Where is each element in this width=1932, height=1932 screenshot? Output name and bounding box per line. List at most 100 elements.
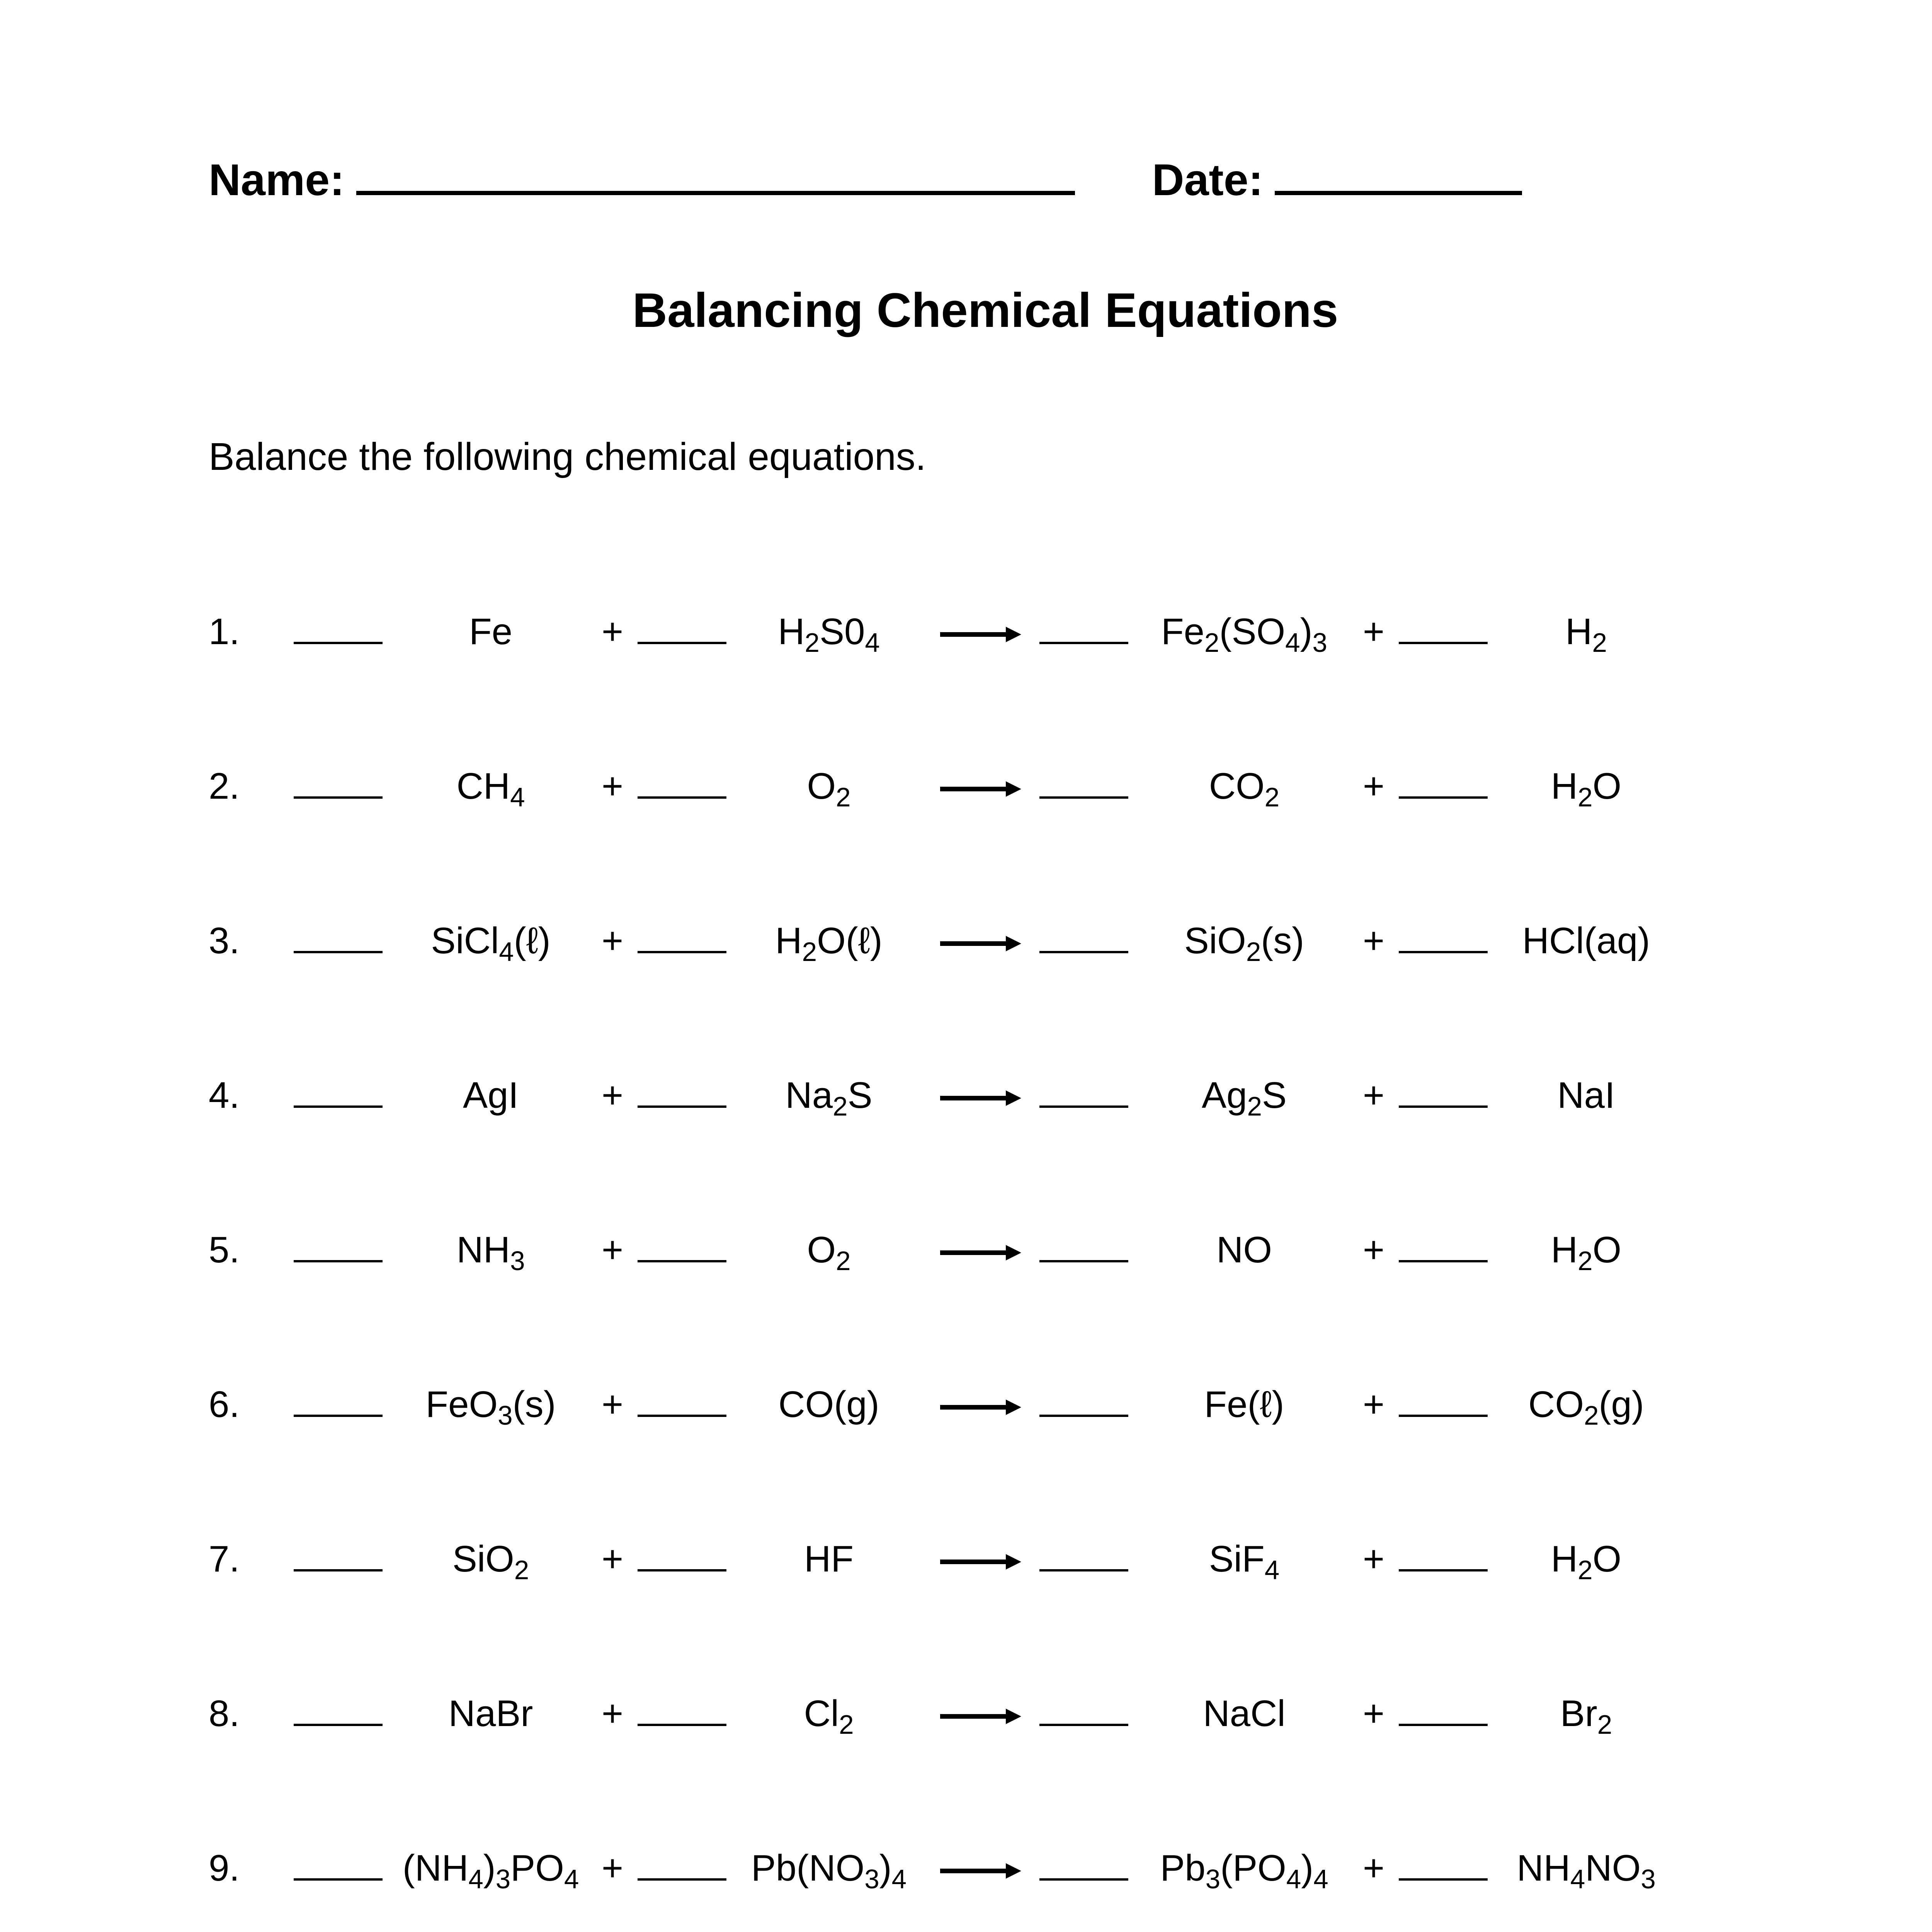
coefficient-blank[interactable] [1399,920,1499,962]
coefficient-blank[interactable] [1039,611,1140,653]
plus-symbol: + [1349,611,1399,653]
plus-symbol: + [587,611,638,653]
reactant-2: O2 [738,1229,920,1271]
equation-number: 1. [209,611,294,653]
coefficient-blank[interactable] [638,765,738,808]
product-1: Fe2(SO4)3 [1140,611,1349,653]
coefficient-blank[interactable] [1399,1229,1499,1271]
coefficient-blank[interactable] [294,1074,394,1117]
coefficient-blank[interactable] [294,1692,394,1735]
reactant-1: SiCl4(ℓ) [394,920,587,962]
coefficient-blank[interactable] [294,765,394,808]
reactant-2: Cl2 [738,1692,920,1735]
equation-number: 5. [209,1229,294,1271]
coefficient-blank[interactable] [1039,1538,1140,1580]
product-2: NH4NO3 [1499,1847,1673,1889]
coefficient-blank[interactable] [638,920,738,962]
product-1: NaCl [1140,1692,1349,1735]
equation-number: 3. [209,920,294,962]
reactant-1: AgI [394,1074,587,1117]
coefficient-blank[interactable] [294,920,394,962]
coefficient-blank[interactable] [1399,1383,1499,1426]
equation-number: 2. [209,765,294,808]
equation-number: 4. [209,1074,294,1117]
reaction-arrow-icon [920,765,1039,808]
coefficient-blank[interactable] [1039,920,1140,962]
reactant-1: NaBr [394,1692,587,1735]
plus-symbol: + [587,1538,638,1580]
coefficient-blank[interactable] [1399,1074,1499,1117]
reactant-1: (NH4)3PO4 [394,1847,587,1889]
product-1: Pb3(PO4)4 [1140,1847,1349,1889]
plus-symbol: + [1349,1229,1399,1271]
reaction-arrow-icon [920,1074,1039,1117]
equation-row: 8.NaBr+Cl2NaCl+Br2 [209,1692,1762,1735]
equation-row: 7.SiO2+HFSiF4+H2O [209,1538,1762,1580]
coefficient-blank[interactable] [638,1229,738,1271]
product-1: SiO2(s) [1140,920,1349,962]
product-2: HCl(aq) [1499,920,1673,962]
coefficient-blank[interactable] [1039,1847,1140,1889]
coefficient-blank[interactable] [294,1229,394,1271]
plus-symbol: + [587,1692,638,1735]
date-label: Date: [1152,155,1264,206]
coefficient-blank[interactable] [294,611,394,653]
coefficient-blank[interactable] [638,1383,738,1426]
product-2: Br2 [1499,1692,1673,1735]
coefficient-blank[interactable] [1039,1229,1140,1271]
coefficient-blank[interactable] [294,1538,394,1580]
product-1: CO2 [1140,765,1349,808]
product-2: NaI [1499,1074,1673,1117]
reaction-arrow-icon [920,1538,1039,1580]
date-input-line[interactable] [1275,155,1522,196]
coefficient-blank[interactable] [638,611,738,653]
reactant-2: H2S04 [738,611,920,653]
coefficient-blank[interactable] [1039,765,1140,808]
product-1: Ag2S [1140,1074,1349,1117]
plus-symbol: + [1349,920,1399,962]
plus-symbol: + [1349,1692,1399,1735]
coefficient-blank[interactable] [1039,1383,1140,1426]
coefficient-blank[interactable] [294,1383,394,1426]
coefficient-blank[interactable] [638,1692,738,1735]
coefficient-blank[interactable] [294,1847,394,1889]
equation-number: 8. [209,1692,294,1735]
plus-symbol: + [587,1847,638,1889]
product-2: CO2(g) [1499,1383,1673,1426]
header-row: Name: Date: [209,155,1762,206]
plus-symbol: + [1349,1074,1399,1117]
coefficient-blank[interactable] [1039,1692,1140,1735]
reactant-2: Pb(NO3)4 [738,1847,920,1889]
page-title: Balancing Chemical Equations [209,283,1762,338]
plus-symbol: + [587,1229,638,1271]
equation-row: 3.SiCl4(ℓ)+H2O(ℓ)SiO2(s)+HCl(aq) [209,920,1762,962]
equation-number: 9. [209,1847,294,1889]
equation-row: 4.AgI+Na2SAg2S+NaI [209,1074,1762,1117]
reaction-arrow-icon [920,1383,1039,1426]
name-input-line[interactable] [356,155,1075,196]
coefficient-blank[interactable] [638,1074,738,1117]
coefficient-blank[interactable] [638,1538,738,1580]
coefficient-blank[interactable] [638,1847,738,1889]
plus-symbol: + [587,1074,638,1117]
reaction-arrow-icon [920,1692,1039,1735]
coefficient-blank[interactable] [1399,1847,1499,1889]
reactant-2: HF [738,1538,920,1580]
plus-symbol: + [1349,1538,1399,1580]
plus-symbol: + [587,765,638,808]
equation-row: 9.(NH4)3PO4+Pb(NO3)4Pb3(PO4)4+NH4NO3 [209,1847,1762,1889]
plus-symbol: + [1349,1847,1399,1889]
reaction-arrow-icon [920,1847,1039,1889]
reaction-arrow-icon [920,611,1039,653]
coefficient-blank[interactable] [1399,1692,1499,1735]
instructions-text: Balance the following chemical equations… [209,435,1762,479]
equation-number: 7. [209,1538,294,1580]
coefficient-blank[interactable] [1399,765,1499,808]
coefficient-blank[interactable] [1399,611,1499,653]
reactant-2: H2O(ℓ) [738,920,920,962]
coefficient-blank[interactable] [1039,1074,1140,1117]
reactant-1: FeO3(s) [394,1383,587,1426]
coefficient-blank[interactable] [1399,1538,1499,1580]
product-2: H2O [1499,765,1673,808]
product-1: NO [1140,1229,1349,1271]
